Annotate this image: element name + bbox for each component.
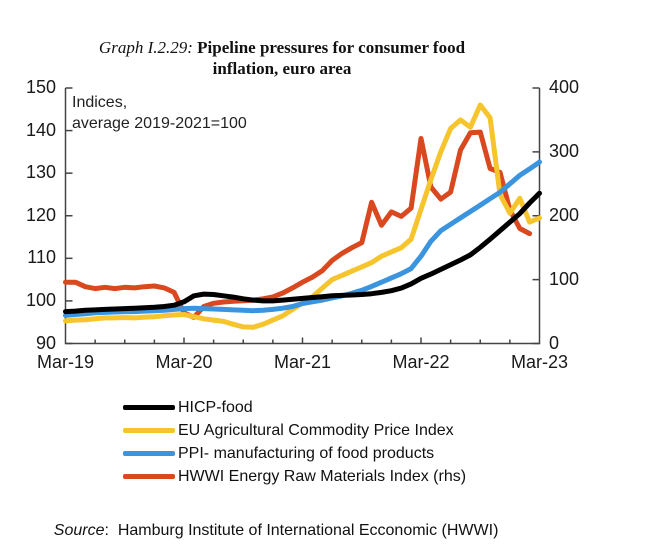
right-axis-label: 100 (549, 268, 580, 289)
x-axis-label: Mar-22 (392, 352, 450, 372)
x-axis-label: Mar-20 (155, 352, 213, 372)
series-line-hwwi-energy-raw-materials-index-rhs- (63, 129, 533, 320)
legend-label: HWWI Energy Raw Materials Index (rhs) (178, 467, 467, 485)
source-text: : Hamburg Institute of International Ecc… (104, 522, 499, 539)
chart-title-text: Pipeline pressures for consumer food inf… (192, 38, 466, 78)
left-axis-label: 140 (25, 119, 56, 140)
series-line-ppi-manufacturing-of-food-products (63, 159, 542, 318)
legend-item: PPI- manufacturing of food products (123, 442, 466, 465)
x-axis-label: Mar-19 (36, 352, 94, 372)
legend-swatch (123, 405, 175, 410)
legend-label: PPI- manufacturing of food products (178, 444, 435, 462)
legend: HICP-food EU Agricultural Commodity Price… (123, 396, 466, 488)
legend-label: EU Agricultural Commodity Price Index (178, 421, 454, 439)
chart-title-prefix: Graph I.2.29: (98, 38, 193, 57)
series-line-hicp-food (63, 190, 542, 315)
legend-swatch (123, 474, 175, 479)
x-axis-label: Mar-23 (510, 352, 568, 372)
legend-swatch (123, 451, 175, 456)
legend-item: HWWI Energy Raw Materials Index (rhs) (123, 465, 466, 488)
left-axis-label: 150 (25, 77, 56, 97)
chart-title: Graph I.2.29: Pipeline pressures for con… (72, 37, 492, 79)
legend-item: HICP-food (123, 396, 466, 419)
legend-swatch (123, 428, 175, 433)
source-label: Source (53, 522, 105, 539)
x-axis-label: Mar-21 (273, 352, 331, 372)
source-note: Source: Hamburg Institute of Internation… (36, 504, 499, 558)
legend-label: HICP-food (178, 398, 253, 416)
right-axis-label: 300 (549, 140, 580, 161)
legend-item: EU Agricultural Commodity Price Index (123, 419, 466, 442)
axis-units-annotation: Indices, average 2019-2021=100 (72, 94, 247, 132)
right-axis-label: 0 (549, 332, 560, 353)
left-axis-label: 100 (25, 289, 56, 310)
left-axis-label: 130 (25, 162, 56, 183)
right-axis-label: 200 (549, 204, 580, 225)
right-axis-label: 400 (549, 77, 580, 97)
left-axis-label: 120 (25, 204, 56, 225)
left-axis-label: 90 (35, 332, 56, 353)
left-axis-label: 110 (27, 247, 56, 268)
